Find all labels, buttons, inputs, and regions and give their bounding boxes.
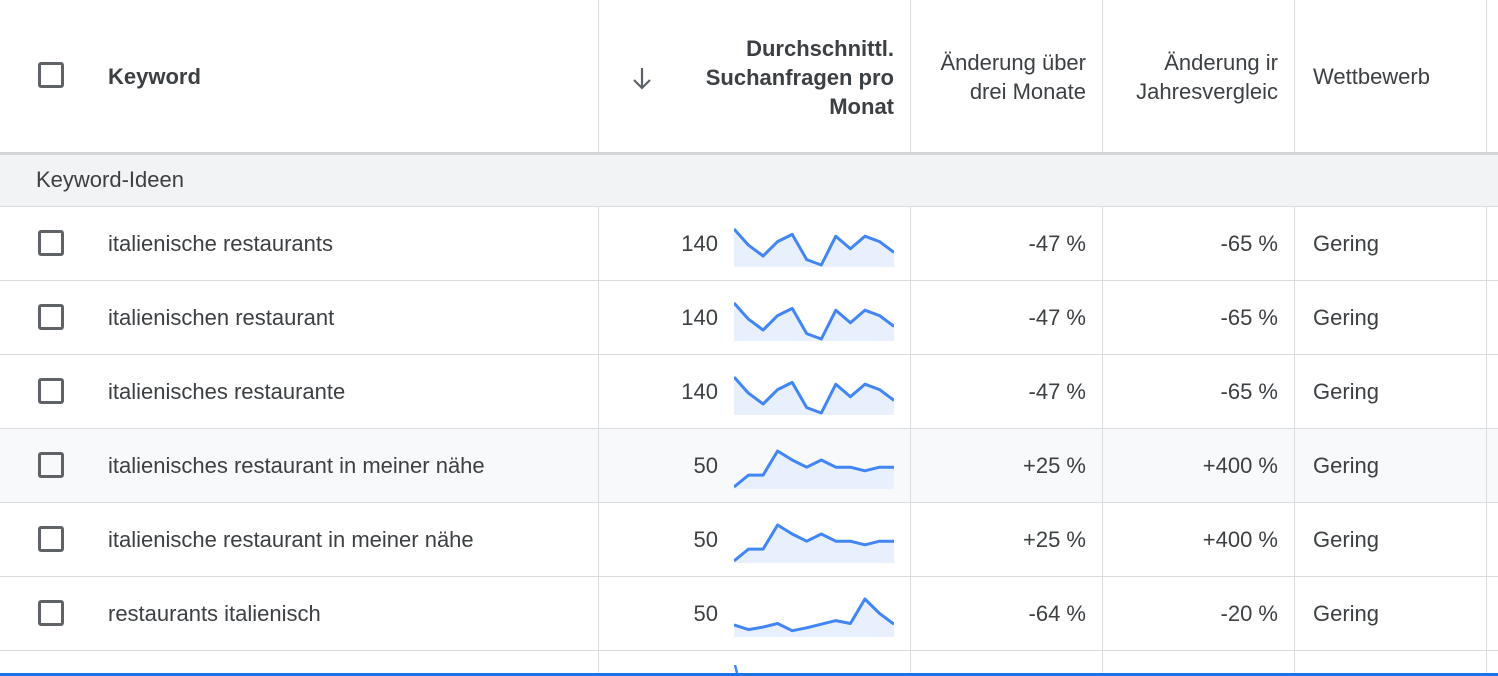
partial-sparkline <box>734 665 739 673</box>
column-divider <box>910 207 911 673</box>
header-divider <box>0 152 1498 155</box>
partial-table-row <box>0 651 1498 673</box>
yoy-change-value: -65 % <box>1220 305 1278 330</box>
sparkline-line <box>734 449 894 489</box>
trend-sparkline <box>734 523 894 563</box>
sparkline-line <box>734 227 894 267</box>
bottom-accent-bar <box>0 673 1498 676</box>
keyword-text: italienische restaurants <box>108 231 334 256</box>
competition-value: Gering <box>1313 305 1380 330</box>
keyword-text: italienisches restaurant in meiner nähe <box>108 453 485 478</box>
select-all-checkbox[interactable] <box>38 62 64 88</box>
column-divider <box>1486 207 1487 673</box>
avg-searches-value: 50 <box>693 601 718 626</box>
column-divider <box>1486 0 1487 152</box>
table-row[interactable]: italienisches restaurant in meiner nähe 5… <box>0 429 1498 503</box>
yoy-change-value: +400 % <box>1202 527 1278 552</box>
keyword-column-header[interactable]: Keyword <box>108 64 201 89</box>
yoy-change-value: -20 % <box>1220 601 1278 626</box>
table-row[interactable]: italienisches restaurante 140 -47 % -65 % Ge… <box>0 355 1498 429</box>
table-row[interactable]: italienische restaurants 140 -47 % -65 % Ger… <box>0 207 1498 281</box>
keyword-text: italienische restaurant in meiner nähe <box>108 527 474 552</box>
table-row[interactable]: italienischen restaurant 140 -47 % -65 % Ger… <box>0 281 1498 355</box>
row-checkbox[interactable] <box>38 526 64 552</box>
sparkline-area <box>734 599 894 637</box>
three-month-change-value: -47 % <box>1028 379 1086 404</box>
competition-value: Gering <box>1313 601 1380 626</box>
column-divider <box>598 0 599 152</box>
group-row: Keyword-Ideen <box>0 155 1498 207</box>
keyword-text: italienisches restaurante <box>108 379 346 404</box>
table-row[interactable]: restaurants italienisch 50 -64 % -20 % Gerin… <box>0 577 1498 651</box>
row-checkbox[interactable] <box>38 600 64 626</box>
three-month-header-line: Änderung über <box>940 50 1086 75</box>
competition-column-header[interactable]: Wettbewerb <box>1313 64 1430 89</box>
competition-value: Gering <box>1313 379 1380 404</box>
column-divider <box>1102 0 1103 152</box>
avg-searches-header-line: Suchanfragen pro <box>705 65 894 90</box>
three-month-header-line: drei Monate <box>969 79 1086 104</box>
three-month-change-value: -64 % <box>1028 601 1086 626</box>
table-header: Keyword Durchschnittl. Suchanfragen pro … <box>0 0 1498 152</box>
avg-searches-value: 50 <box>693 527 718 552</box>
sparkline-area <box>734 229 894 267</box>
yoy-change-value: -65 % <box>1220 379 1278 404</box>
avg-searches-header-line: Durchschnittl. <box>746 36 894 61</box>
row-checkbox[interactable] <box>38 452 64 478</box>
column-divider <box>1294 207 1295 673</box>
sparkline-area <box>734 377 894 415</box>
trend-sparkline <box>734 597 894 637</box>
row-checkbox[interactable] <box>38 304 64 330</box>
competition-value: Gering <box>1313 453 1380 478</box>
avg-searches-value: 140 <box>681 379 718 404</box>
sparkline-line <box>734 375 894 415</box>
three-month-change-column-header[interactable]: Änderung über drei Monate <box>940 48 1086 106</box>
column-divider <box>910 0 911 152</box>
avg-searches-column-header[interactable]: Durchschnittl. Suchanfragen pro Monat <box>706 34 894 121</box>
sparkline-line <box>734 597 894 633</box>
avg-searches-header-line: Monat <box>829 94 894 119</box>
trend-sparkline <box>734 449 894 489</box>
three-month-change-value: +25 % <box>1023 453 1086 478</box>
table-row[interactable]: italienische restaurant in meiner nähe 50… <box>0 503 1498 577</box>
avg-searches-value: 50 <box>693 453 718 478</box>
avg-searches-value: 140 <box>681 305 718 330</box>
three-month-change-value: -47 % <box>1028 231 1086 256</box>
trend-sparkline <box>734 301 894 341</box>
row-checkbox[interactable] <box>38 378 64 404</box>
three-month-change-value: +25 % <box>1023 527 1086 552</box>
column-divider <box>1102 207 1103 673</box>
competition-value: Gering <box>1313 231 1380 256</box>
sparkline-line <box>734 301 894 341</box>
row-checkbox[interactable] <box>38 230 64 256</box>
sparkline-area <box>734 525 894 563</box>
yoy-change-value: +400 % <box>1202 453 1278 478</box>
group-label: Keyword-Ideen <box>36 167 184 192</box>
yoy-header-line: Jahresvergleic <box>1136 79 1278 104</box>
avg-searches-value: 140 <box>681 231 718 256</box>
arrow-down-icon[interactable] <box>630 66 654 92</box>
column-divider <box>598 207 599 673</box>
trend-sparkline <box>734 375 894 415</box>
sparkline-area <box>734 451 894 489</box>
sparkline-area <box>734 303 894 341</box>
yoy-change-column-header[interactable]: Änderung ir Jahresvergleic <box>1136 48 1278 106</box>
keyword-text: italienischen restaurant <box>108 305 335 330</box>
competition-value: Gering <box>1313 527 1380 552</box>
trend-sparkline <box>734 227 894 267</box>
column-divider <box>1294 0 1295 152</box>
sparkline-line <box>734 523 894 563</box>
three-month-change-value: -47 % <box>1028 305 1086 330</box>
yoy-header-line: Änderung ir <box>1164 50 1278 75</box>
keyword-text: restaurants italienisch <box>108 601 321 626</box>
yoy-change-value: -65 % <box>1220 231 1278 256</box>
